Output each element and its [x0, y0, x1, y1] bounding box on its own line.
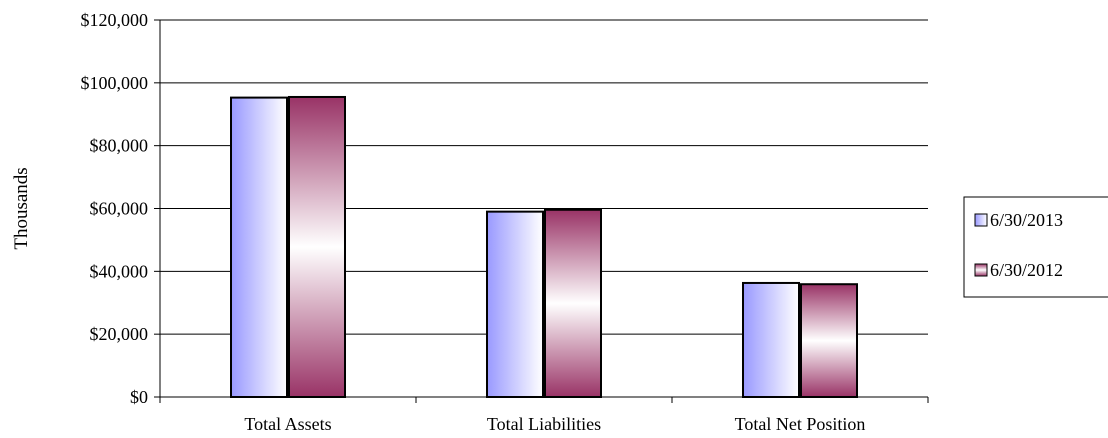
- y-tick-label: $20,000: [90, 324, 149, 344]
- y-tick-label: $40,000: [90, 261, 149, 281]
- y-axis-label: Thousands: [11, 167, 32, 249]
- legend: 6/30/2013 6/30/2012: [963, 196, 1108, 298]
- y-tick-label: $80,000: [90, 136, 149, 156]
- y-tick-label: $0: [130, 387, 148, 407]
- y-tick-label: $120,000: [81, 10, 149, 30]
- y-tick-labels: $0 $20,000 $40,000 $60,000 $80,000 $100,000 $1…: [81, 10, 149, 407]
- legend-swatch: [974, 263, 988, 277]
- bar-2013: [230, 96, 288, 399]
- bar-2012: [288, 95, 346, 399]
- bars: [230, 95, 858, 399]
- category-labels: Total Assets Total Liabilities Total Net P…: [244, 414, 865, 434]
- legend-box: [963, 196, 1108, 298]
- x-category-label: Total Liabilities: [487, 414, 601, 434]
- bar-2012: [800, 283, 858, 399]
- legend-label: 6/30/2012: [990, 260, 1063, 280]
- y-tick-label: $100,000: [81, 73, 149, 93]
- x-category-label: Total Net Position: [735, 414, 866, 434]
- legend-swatch: [974, 213, 988, 227]
- bar-2013: [742, 281, 800, 398]
- x-category-label: Total Assets: [244, 414, 331, 434]
- y-tick-label: $60,000: [90, 199, 149, 219]
- legend-label: 6/30/2013: [990, 210, 1063, 230]
- bar-2012: [544, 208, 602, 398]
- bar-2013: [486, 210, 544, 398]
